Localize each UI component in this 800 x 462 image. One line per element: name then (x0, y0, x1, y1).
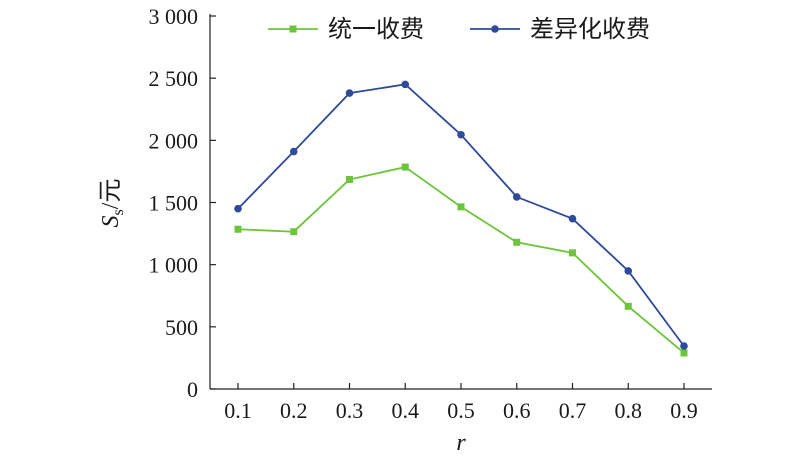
data-point (401, 163, 409, 171)
data-point (289, 147, 298, 156)
legend: 统一收费 差异化收费 (268, 16, 650, 43)
x-tick-label: 0.4 (392, 398, 420, 423)
legend-label: 统一收费 (328, 16, 424, 43)
series-layer (234, 80, 688, 357)
series-1 (234, 163, 688, 357)
x-ticks: 0.1 0.2 0.3 0.4 0.5 0.6 0.7 0.8 0.9 (224, 383, 698, 423)
y-tick-label: 1 000 (149, 253, 199, 278)
data-point (624, 267, 633, 275)
legend-swatch-marker (491, 25, 499, 33)
y-tick-label: 2 500 (149, 66, 199, 91)
y-axis-label-rest: /元 (98, 179, 124, 210)
data-point (513, 238, 521, 246)
data-point (624, 302, 632, 310)
data-point (346, 175, 353, 183)
y-tick-label: 3 000 (149, 4, 199, 29)
x-tick-label: 0.2 (280, 398, 308, 423)
data-point (457, 203, 465, 211)
x-axis-label: r (456, 430, 466, 456)
data-point (512, 193, 521, 201)
y-axis-label-sub: s (110, 209, 127, 215)
data-point (568, 214, 577, 223)
x-tick-label: 0.3 (336, 398, 364, 423)
series-2 (234, 80, 688, 350)
series-line (237, 83, 685, 347)
x-tick-label: 0.5 (447, 398, 475, 423)
y-axis-label-main: S (98, 215, 124, 227)
y-tick-label: 1 500 (149, 191, 199, 216)
y-axis-label: Ss/元 (98, 179, 127, 228)
legend-swatch-marker (289, 25, 297, 33)
y-ticks: 0 500 1 000 1 500 2 000 2 500 3 000 (149, 4, 216, 402)
data-point (345, 89, 354, 97)
legend-item: 差异化收费 (470, 16, 650, 43)
x-tick-label: 0.1 (224, 398, 252, 423)
legend-item: 统一收费 (268, 16, 424, 43)
x-tick-label: 0.6 (503, 398, 531, 423)
data-point (234, 225, 242, 233)
x-tick-label: 0.9 (670, 398, 698, 423)
y-tick-label: 500 (165, 315, 198, 340)
data-point (680, 342, 688, 350)
data-point (680, 349, 688, 357)
y-tick-label: 2 000 (149, 128, 199, 153)
legend-label: 差异化收费 (530, 16, 650, 43)
x-tick-label: 0.7 (559, 398, 587, 423)
data-point (290, 228, 298, 236)
data-point (401, 80, 410, 89)
y-tick-label: 0 (187, 377, 198, 402)
data-point (457, 130, 465, 139)
x-tick-label: 0.8 (615, 398, 643, 423)
data-point (234, 204, 242, 213)
data-point (569, 249, 576, 257)
